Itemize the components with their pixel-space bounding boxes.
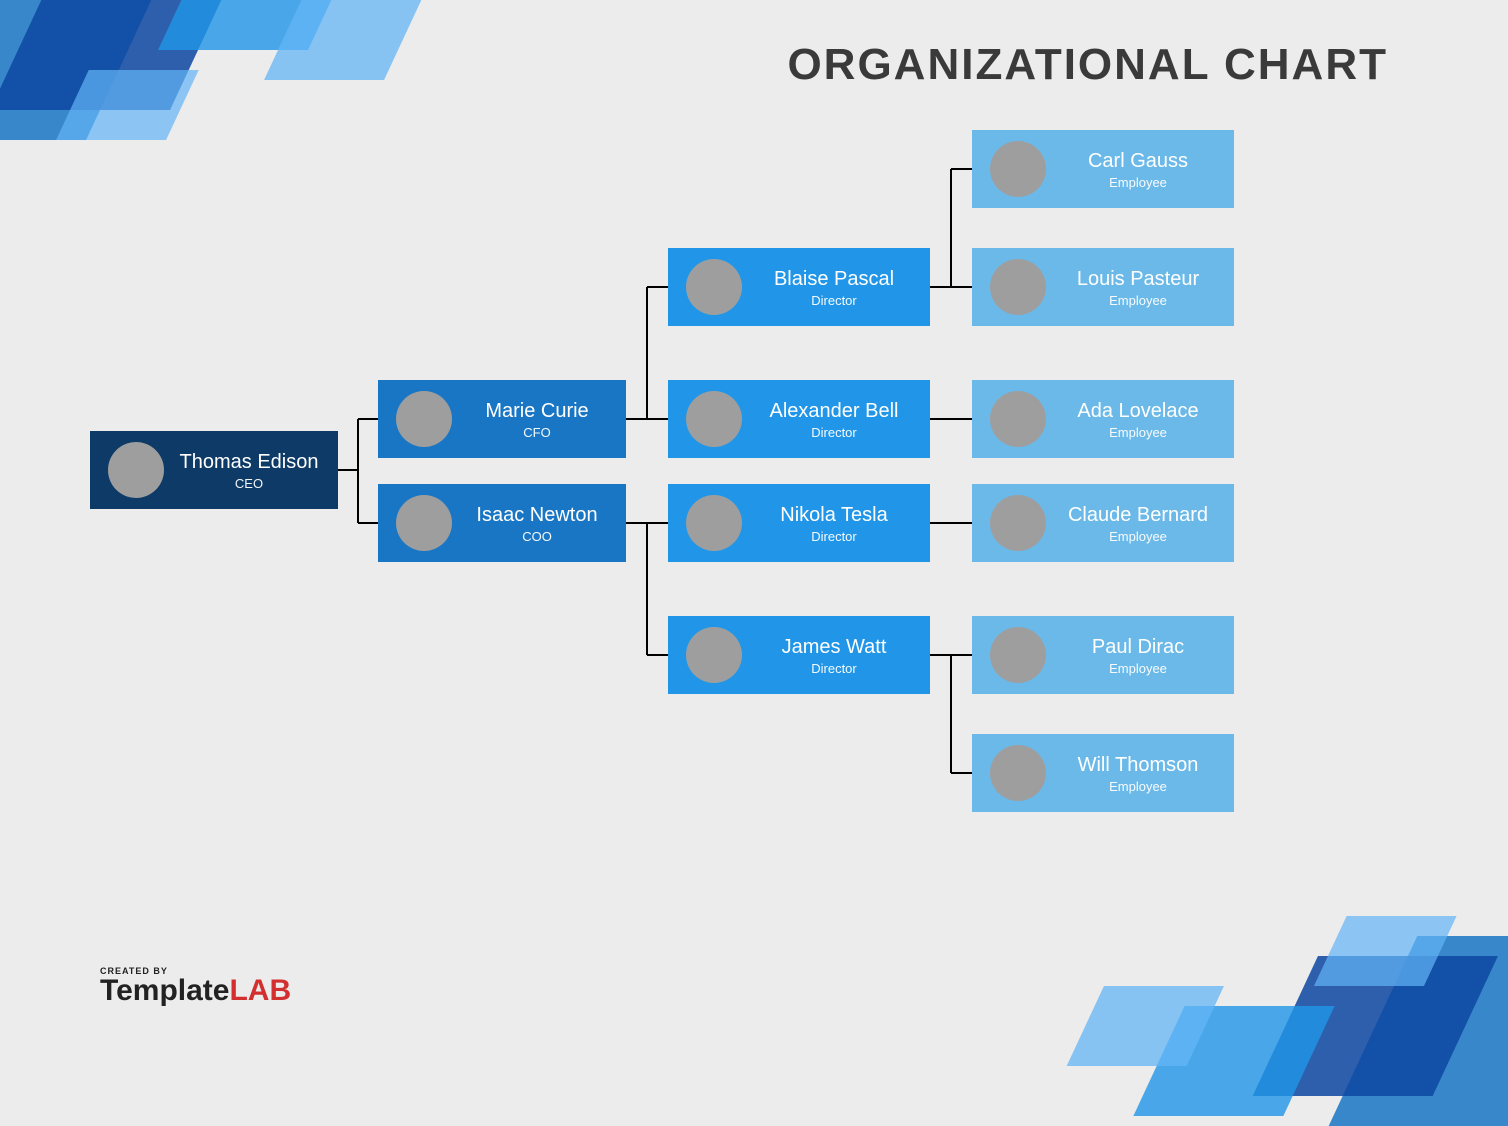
- org-card-ceo: Thomas Edison CEO: [90, 431, 338, 509]
- card-info: Carl Gauss Employee: [1060, 149, 1216, 190]
- card-info: Nikola Tesla Director: [756, 503, 912, 544]
- person-role: COO: [522, 529, 552, 544]
- chart-title: ORGANIZATIONAL CHART: [787, 40, 1388, 90]
- person-role: Employee: [1109, 293, 1167, 308]
- org-card-e6: Will Thomson Employee: [972, 734, 1234, 812]
- card-info: Paul Dirac Employee: [1060, 635, 1216, 676]
- org-card-coo: Isaac Newton COO: [378, 484, 626, 562]
- avatar-icon: [990, 627, 1046, 683]
- card-info: Blaise Pascal Director: [756, 267, 912, 308]
- card-info: Claude Bernard Employee: [1060, 503, 1216, 544]
- person-role: Employee: [1109, 175, 1167, 190]
- org-card-e4: Claude Bernard Employee: [972, 484, 1234, 562]
- person-role: Employee: [1109, 529, 1167, 544]
- person-name: Louis Pasteur: [1077, 267, 1199, 291]
- avatar-icon: [990, 745, 1046, 801]
- org-card-e2: Louis Pasteur Employee: [972, 248, 1234, 326]
- org-card-e5: Paul Dirac Employee: [972, 616, 1234, 694]
- person-name: Claude Bernard: [1068, 503, 1208, 527]
- person-name: Blaise Pascal: [774, 267, 894, 291]
- org-card-e3: Ada Lovelace Employee: [972, 380, 1234, 458]
- avatar-icon: [990, 141, 1046, 197]
- person-role: Employee: [1109, 425, 1167, 440]
- person-role: CFO: [523, 425, 550, 440]
- org-card-d1: Blaise Pascal Director: [668, 248, 930, 326]
- person-role: Employee: [1109, 661, 1167, 676]
- card-info: James Watt Director: [756, 635, 912, 676]
- org-card-d4: James Watt Director: [668, 616, 930, 694]
- avatar-icon: [108, 442, 164, 498]
- org-card-cfo: Marie Curie CFO: [378, 380, 626, 458]
- person-name: Ada Lovelace: [1077, 399, 1198, 423]
- person-role: Director: [811, 661, 857, 676]
- org-card-e1: Carl Gauss Employee: [972, 130, 1234, 208]
- person-name: Carl Gauss: [1088, 149, 1188, 173]
- person-role: Director: [811, 425, 857, 440]
- card-info: Alexander Bell Director: [756, 399, 912, 440]
- avatar-icon: [686, 259, 742, 315]
- person-name: Will Thomson: [1078, 753, 1199, 777]
- avatar-icon: [990, 259, 1046, 315]
- card-info: Ada Lovelace Employee: [1060, 399, 1216, 440]
- org-card-d2: Alexander Bell Director: [668, 380, 930, 458]
- avatar-icon: [686, 627, 742, 683]
- person-role: CEO: [235, 476, 263, 491]
- person-name: Nikola Tesla: [780, 503, 887, 527]
- logo-name-b: LAB: [229, 974, 291, 1007]
- person-name: James Watt: [782, 635, 887, 659]
- person-role: Director: [811, 293, 857, 308]
- card-info: Louis Pasteur Employee: [1060, 267, 1216, 308]
- card-info: Will Thomson Employee: [1060, 753, 1216, 794]
- avatar-icon: [396, 495, 452, 551]
- card-info: Marie Curie CFO: [466, 399, 608, 440]
- avatar-icon: [990, 495, 1046, 551]
- avatar-icon: [990, 391, 1046, 447]
- person-role: Director: [811, 529, 857, 544]
- avatar-icon: [686, 391, 742, 447]
- logo: CREATED BY TemplateLAB: [100, 966, 291, 1008]
- person-name: Isaac Newton: [476, 503, 597, 527]
- avatar-icon: [396, 391, 452, 447]
- logo-name-a: Template: [100, 974, 229, 1007]
- person-name: Thomas Edison: [180, 450, 319, 474]
- card-info: Isaac Newton COO: [466, 503, 608, 544]
- person-role: Employee: [1109, 779, 1167, 794]
- person-name: Marie Curie: [485, 399, 588, 423]
- card-info: Thomas Edison CEO: [178, 450, 320, 491]
- person-name: Paul Dirac: [1092, 635, 1184, 659]
- person-name: Alexander Bell: [770, 399, 899, 423]
- org-card-d3: Nikola Tesla Director: [668, 484, 930, 562]
- avatar-icon: [686, 495, 742, 551]
